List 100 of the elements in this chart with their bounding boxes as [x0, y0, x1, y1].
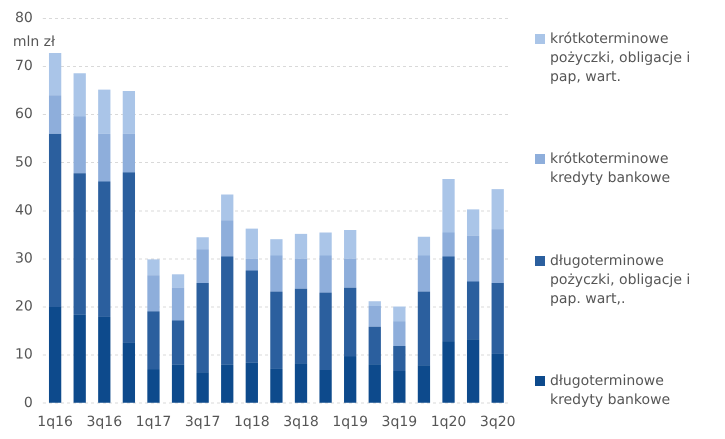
bar	[418, 236, 430, 256]
bar	[344, 288, 356, 357]
x-tick-label: 1q19	[332, 414, 368, 430]
bar	[48, 134, 62, 307]
x-tick-label: 3q16	[86, 414, 122, 430]
bar	[270, 239, 283, 256]
legend-label: krótkoterminowe pożyczki, obligacje i pap, wart.	[550, 30, 692, 87]
bar	[246, 270, 258, 363]
y-tick-label: 10	[14, 346, 33, 363]
bar	[172, 274, 184, 288]
bar	[196, 237, 209, 250]
bar	[147, 275, 160, 312]
bar	[466, 209, 480, 236]
bar	[74, 173, 86, 315]
bar	[442, 341, 455, 403]
bar	[74, 314, 86, 403]
bar	[344, 258, 356, 288]
bar	[492, 354, 504, 403]
bar	[172, 364, 184, 403]
bar	[48, 53, 62, 96]
bar	[221, 364, 234, 403]
bar	[48, 95, 62, 134]
bar	[466, 282, 480, 340]
y-tick-label: 20	[14, 298, 33, 315]
bar	[98, 316, 110, 403]
bar	[98, 90, 110, 134]
bar	[442, 179, 455, 232]
bar	[393, 346, 406, 371]
y-tick-label: 70	[14, 58, 33, 74]
bar	[147, 370, 160, 403]
x-tick-label: 3q20	[480, 414, 516, 430]
bar	[418, 292, 430, 366]
bar	[74, 116, 86, 174]
bar	[196, 372, 209, 403]
bar	[492, 229, 504, 283]
x-tick-label: 3q18	[283, 414, 319, 430]
bar	[368, 326, 381, 364]
bar	[122, 134, 136, 172]
x-tick-label: 3q19	[382, 414, 418, 430]
bar	[319, 370, 332, 403]
bar	[466, 339, 480, 403]
bar	[246, 258, 258, 270]
y-tick-label: 30	[14, 250, 33, 267]
x-tick-label: 1q18	[234, 414, 270, 430]
bar	[294, 363, 308, 403]
bar	[172, 288, 184, 320]
bar	[122, 342, 136, 403]
bar	[418, 365, 430, 403]
bar	[147, 311, 160, 370]
bar	[221, 220, 234, 256]
bar	[368, 306, 381, 327]
bar	[294, 288, 308, 364]
bar	[221, 194, 234, 220]
bar	[344, 356, 356, 403]
legend-label: krótkoterminowe kredyty bankowe	[550, 150, 672, 188]
bar	[393, 321, 406, 346]
bar	[294, 234, 308, 259]
bar	[122, 91, 136, 134]
x-tick-label: 1q17	[136, 414, 172, 430]
bar	[319, 232, 332, 256]
bar	[246, 228, 258, 259]
bar	[442, 256, 455, 342]
bar	[393, 370, 406, 403]
bar	[172, 320, 184, 365]
bar	[294, 258, 308, 289]
legend-label: długoterminowe kredyty bankowe	[550, 372, 672, 410]
y-axis-title: mln zł	[12, 34, 56, 50]
bar	[270, 292, 283, 369]
bar	[492, 189, 504, 230]
bar	[98, 181, 110, 317]
bar	[246, 362, 258, 403]
y-tick-label: 60	[14, 106, 33, 122]
bar	[319, 256, 332, 293]
x-tick-label: 1q20	[430, 414, 466, 430]
bar	[319, 292, 332, 370]
bar	[196, 282, 209, 372]
bar	[418, 256, 430, 292]
bar	[368, 301, 381, 306]
y-tick-label: 40	[14, 202, 33, 218]
legend-label: długoterminowe pożyczki, obligacje i pap. wart,.	[550, 252, 692, 309]
bar	[98, 134, 110, 182]
bar	[196, 249, 209, 283]
bar	[221, 256, 234, 365]
y-tick-label: 50	[14, 154, 33, 170]
bar	[466, 236, 480, 282]
bar	[368, 364, 381, 403]
bar	[270, 368, 283, 403]
bar	[122, 172, 136, 343]
bar	[270, 256, 283, 292]
bar	[147, 259, 160, 276]
x-tick-label: 1q16	[37, 414, 74, 430]
x-tick-label: 3q17	[184, 414, 220, 430]
bar	[492, 282, 504, 354]
bar	[48, 307, 62, 403]
bar	[74, 73, 86, 117]
bar	[344, 230, 356, 259]
y-tick-label: 80	[14, 10, 33, 26]
bar	[393, 306, 406, 322]
y-tick-label: 0	[24, 394, 33, 411]
bar	[442, 232, 455, 256]
